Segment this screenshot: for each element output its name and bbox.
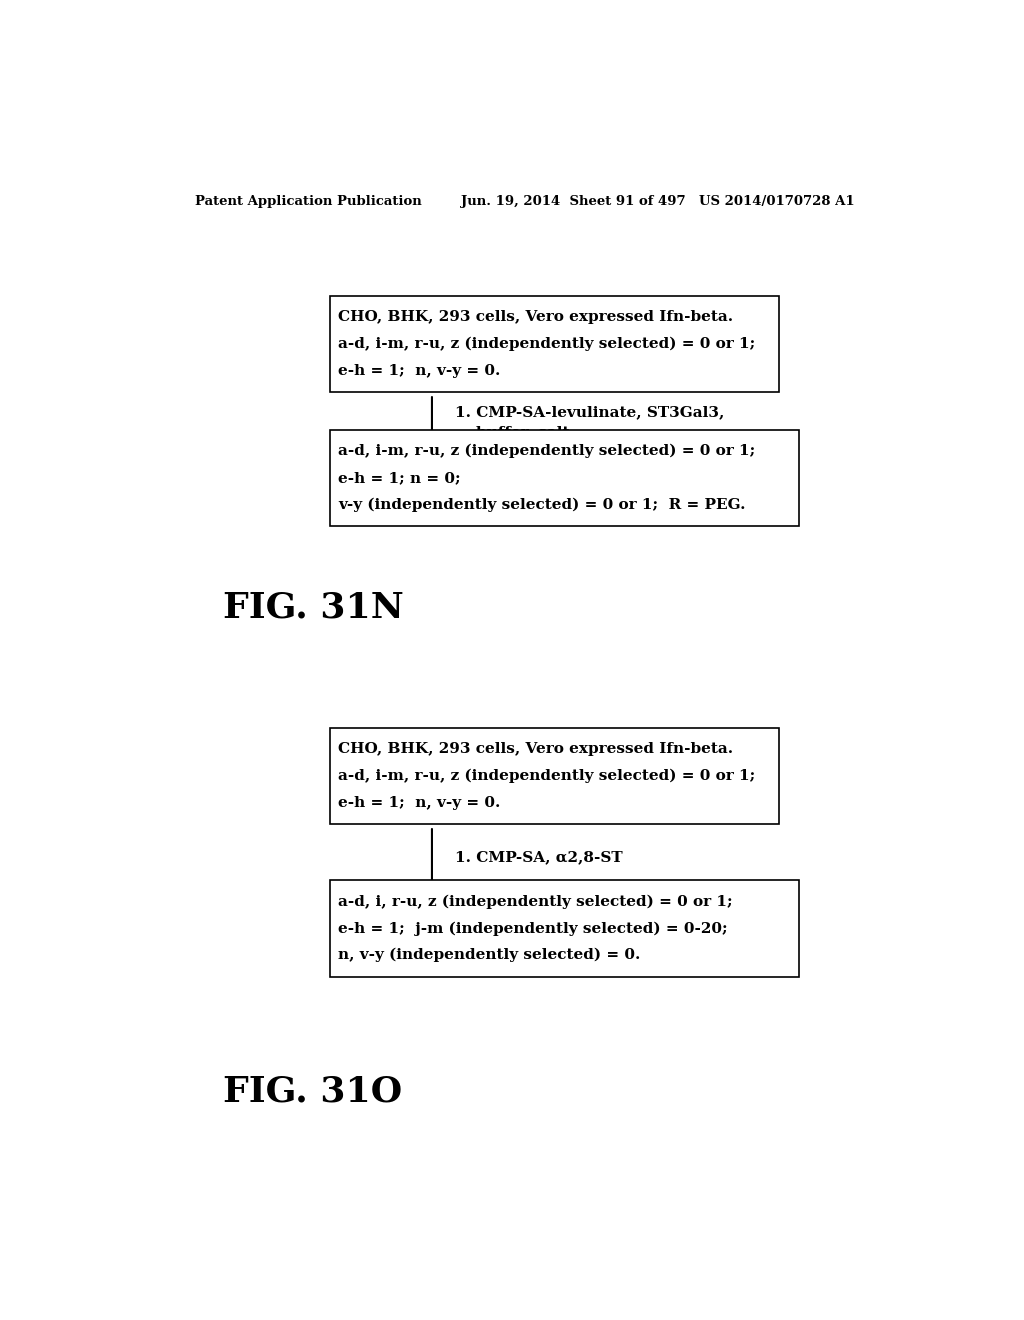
Bar: [331, 430, 799, 527]
Text: 2. H₄N₂-PEG: 2. H₄N₂-PEG: [455, 444, 560, 458]
Text: Jun. 19, 2014  Sheet 91 of 497: Jun. 19, 2014 Sheet 91 of 497: [461, 195, 686, 209]
Text: e-h = 1;  j-m (independently selected) = 0-20;: e-h = 1; j-m (independently selected) = …: [338, 921, 728, 936]
Text: n, v-y (independently selected) = 0.: n, v-y (independently selected) = 0.: [338, 948, 641, 962]
Text: CHO, BHK, 293 cells, Vero expressed Ifn-beta.: CHO, BHK, 293 cells, Vero expressed Ifn-…: [338, 310, 733, 325]
Text: e-h = 1;  n, v-y = 0.: e-h = 1; n, v-y = 0.: [338, 796, 501, 809]
Bar: [331, 880, 799, 977]
Text: a-d, i-m, r-u, z (independently selected) = 0 or 1;: a-d, i-m, r-u, z (independently selected…: [338, 444, 756, 458]
Text: US 2014/0170728 A1: US 2014/0170728 A1: [699, 195, 855, 209]
Bar: [331, 296, 778, 392]
Text: v-y (independently selected) = 0 or 1;  R = PEG.: v-y (independently selected) = 0 or 1; R…: [338, 498, 745, 512]
Text: Patent Application Publication: Patent Application Publication: [196, 195, 422, 209]
Text: FIG. 31N: FIG. 31N: [223, 590, 404, 624]
Text: e-h = 1; n = 0;: e-h = 1; n = 0;: [338, 471, 461, 484]
Text: FIG. 31O: FIG. 31O: [223, 1074, 402, 1109]
Text: a-d, i, r-u, z (independently selected) = 0 or 1;: a-d, i, r-u, z (independently selected) …: [338, 895, 733, 908]
Text: a-d, i-m, r-u, z (independently selected) = 0 or 1;: a-d, i-m, r-u, z (independently selected…: [338, 337, 756, 351]
Text: a-d, i-m, r-u, z (independently selected) = 0 or 1;: a-d, i-m, r-u, z (independently selected…: [338, 768, 756, 783]
Text: 1. CMP-SA-levulinate, ST3Gal3,: 1. CMP-SA-levulinate, ST3Gal3,: [455, 405, 724, 420]
Text: e-h = 1;  n, v-y = 0.: e-h = 1; n, v-y = 0.: [338, 363, 501, 378]
Bar: [331, 727, 778, 824]
Text: 1. CMP-SA, α2,8-ST: 1. CMP-SA, α2,8-ST: [455, 850, 623, 865]
Text: CHO, BHK, 293 cells, Vero expressed Ifn-beta.: CHO, BHK, 293 cells, Vero expressed Ifn-…: [338, 742, 733, 756]
Text: buffer, salt: buffer, salt: [455, 425, 569, 438]
